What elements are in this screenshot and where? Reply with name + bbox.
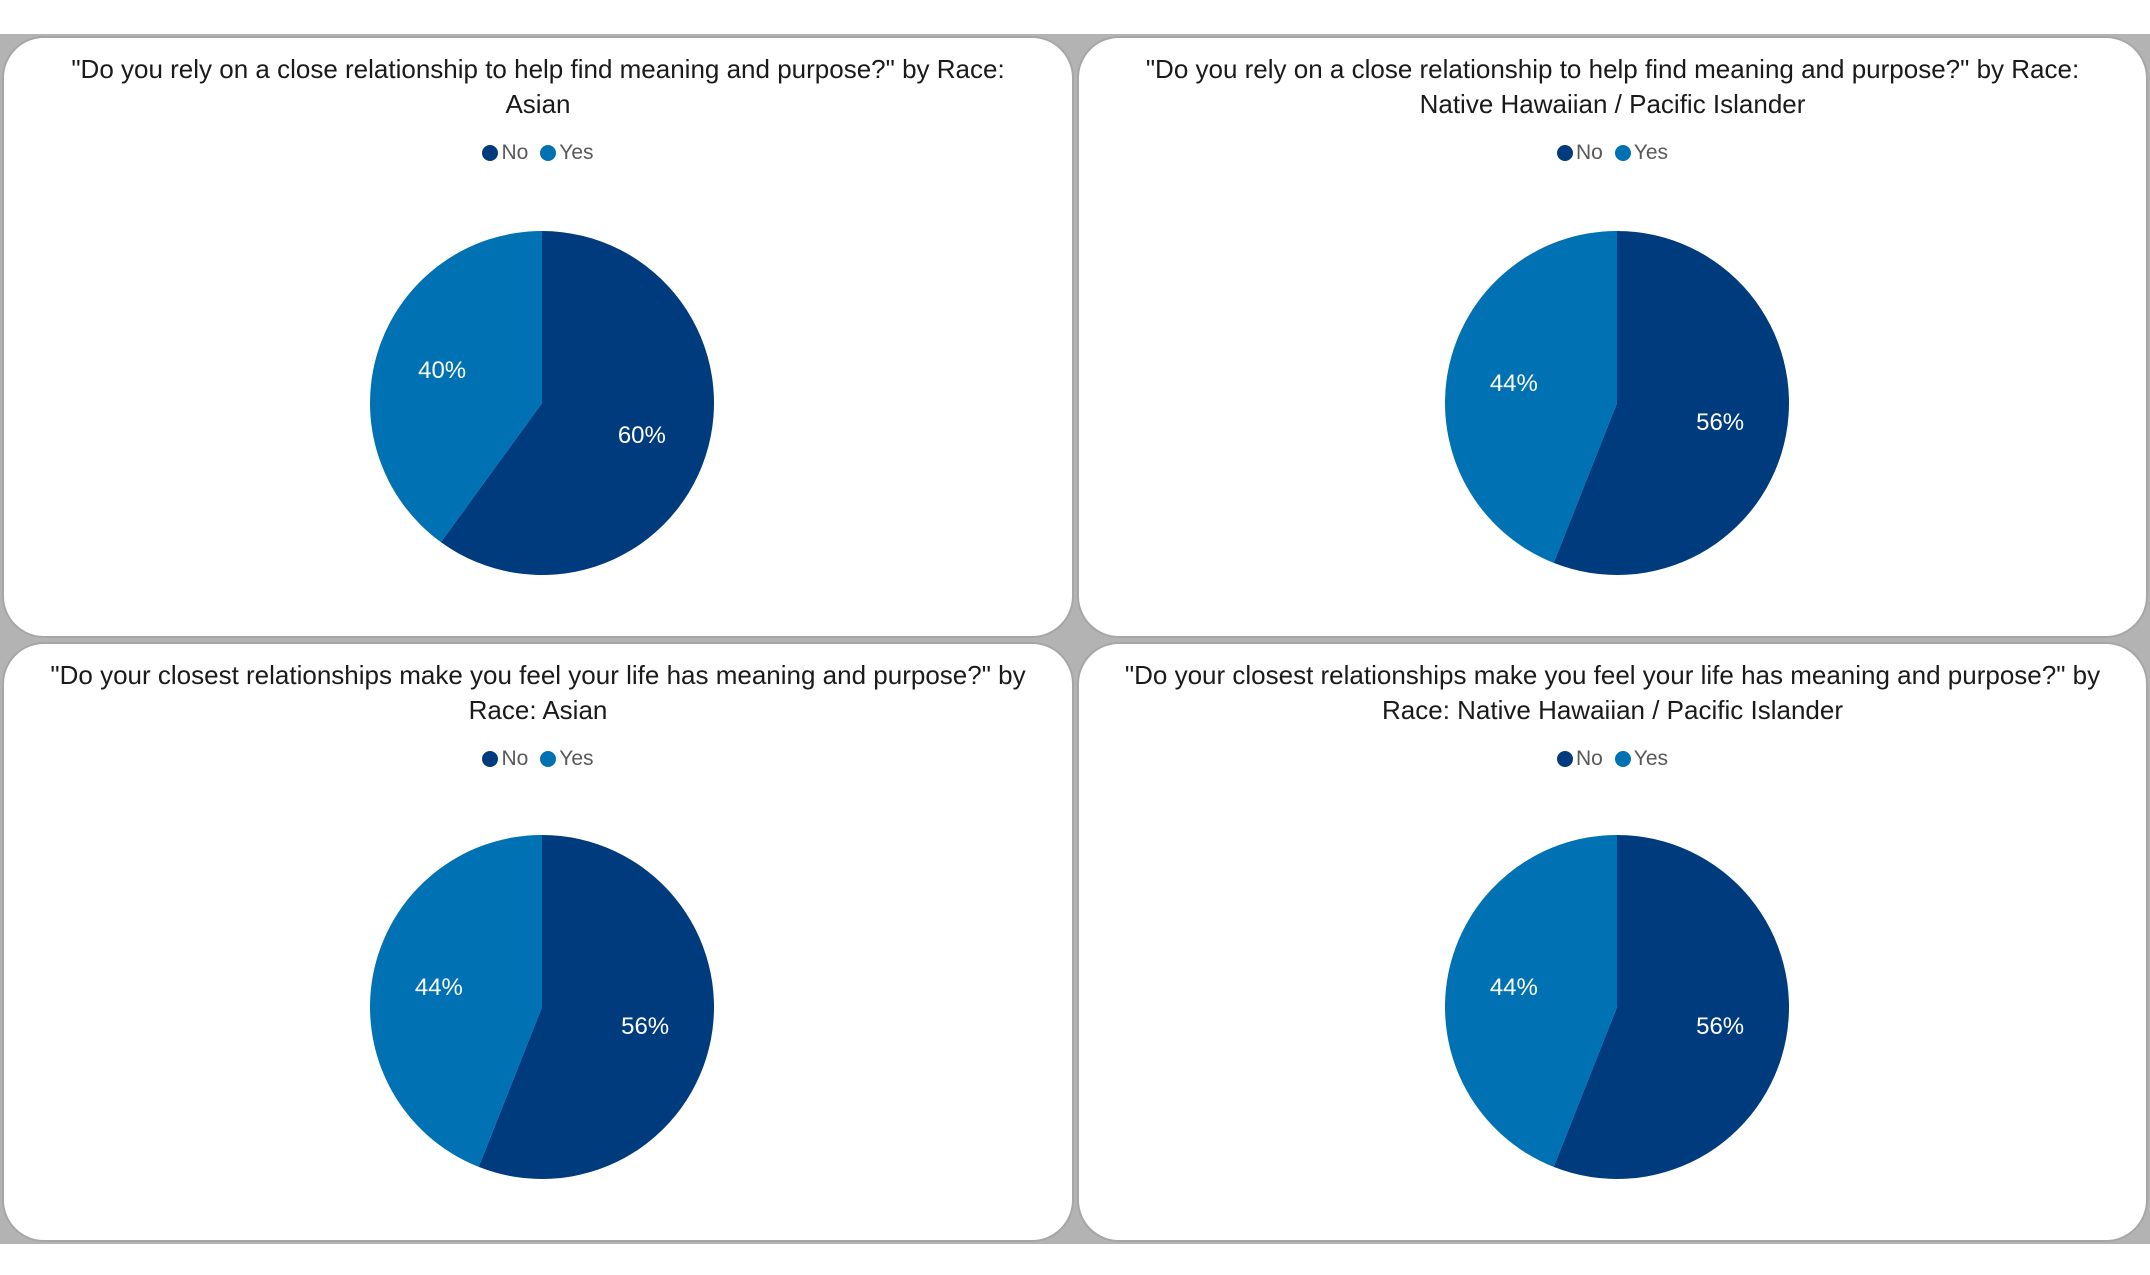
legend-label-yes: Yes [559, 141, 594, 164]
pie-slice-no [440, 231, 714, 575]
pie-chart: 56% 44% [1445, 835, 1789, 1179]
chart-title: "Do your closest relationships make you … [24, 658, 1052, 728]
legend-label-yes: Yes [1633, 141, 1669, 164]
data-label-no: 56% [621, 1013, 669, 1040]
legend-label-no: No [501, 141, 529, 164]
data-label-no: 60% [618, 422, 666, 449]
legend-item-no: No [1556, 141, 1603, 165]
chart-title-line-2: Race: Native Hawaiian / Pacific Islander [1382, 695, 1843, 725]
chart-title: "Do you rely on a close relationship to … [1099, 52, 2126, 122]
chart-panel: "Do you rely on a close relationship to … [2, 36, 1074, 638]
data-label-no: 56% [1696, 1013, 1744, 1040]
chart-legend: No Yes [1079, 141, 2146, 165]
legend-item-yes: Yes [540, 747, 594, 771]
legend-item-no: No [482, 141, 528, 165]
pie-chart: 60% 40% [370, 231, 714, 575]
chart-panel: "Do your closest relationships make you … [2, 642, 1074, 1242]
pie-slice-no [1553, 231, 1789, 575]
chart-title-line-2: Race: Asian [468, 695, 608, 725]
legend-item-no: No [1556, 747, 1603, 771]
chart-panel: "Do your closest relationships make you … [1077, 642, 2148, 1242]
legend-swatch-yes [540, 751, 557, 767]
pie-slice-yes [1445, 835, 1617, 1167]
legend-swatch-yes [1614, 751, 1631, 767]
legend-label-yes: Yes [1633, 747, 1669, 770]
pie-chart: 56% 44% [1445, 231, 1789, 575]
chart-legend: No Yes [4, 141, 1072, 165]
legend-swatch-no [482, 145, 499, 161]
pie-slice-no [1553, 835, 1789, 1179]
legend-label-no: No [1575, 141, 1603, 164]
chart-title: "Do you rely on a close relationship to … [24, 52, 1052, 122]
chart-title-line-1: "Do your closest relationships make you … [50, 660, 1026, 690]
data-label-no: 56% [1696, 409, 1744, 436]
pie-slice-yes [369, 835, 542, 1167]
data-label-yes: 44% [1490, 974, 1538, 1001]
legend-item-no: No [482, 747, 528, 771]
legend-item-yes: Yes [1614, 747, 1669, 771]
chart-title: "Do your closest relationships make you … [1099, 658, 2126, 728]
pie-slice-yes [1445, 231, 1617, 563]
chart-legend: No Yes [1079, 747, 2146, 771]
legend-label-no: No [1575, 747, 1603, 770]
legend-item-yes: Yes [540, 141, 594, 165]
chart-title-line-2: Asian [505, 89, 571, 119]
legend-label-yes: Yes [559, 747, 594, 770]
legend-label-no: No [501, 747, 529, 770]
chart-title-line-1: "Do you rely on a close relationship to … [1145, 54, 2080, 84]
data-label-yes: 40% [418, 357, 466, 384]
legend-swatch-no [482, 751, 499, 767]
chart-title-line-1: "Do you rely on a close relationship to … [71, 54, 1005, 84]
legend-swatch-yes [1614, 145, 1631, 161]
data-label-yes: 44% [1490, 370, 1538, 397]
legend-swatch-no [1556, 751, 1573, 767]
pie-chart: 56% 44% [369, 835, 714, 1179]
chart-title-line-1: "Do your closest relationships make you … [1124, 660, 2101, 690]
chart-legend: No Yes [4, 747, 1072, 771]
legend-item-yes: Yes [1614, 141, 1669, 165]
legend-swatch-no [1556, 145, 1573, 161]
pie-slice-yes [370, 231, 542, 543]
chart-panel: "Do you rely on a close relationship to … [1077, 36, 2148, 638]
legend-swatch-yes [540, 145, 557, 161]
pie-slice-no [478, 835, 714, 1179]
data-label-yes: 44% [415, 974, 463, 1001]
chart-title-line-2: Native Hawaiian / Pacific Islander [1419, 89, 1806, 119]
